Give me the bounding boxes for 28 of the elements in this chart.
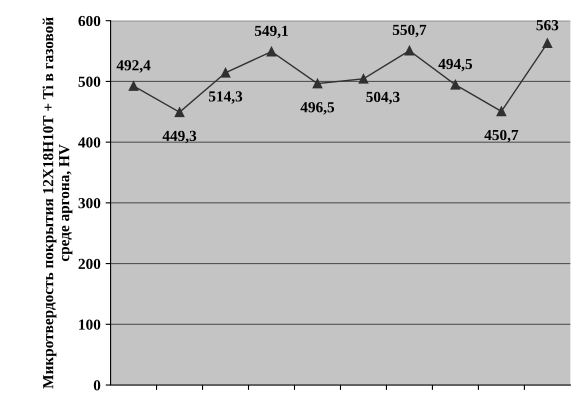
point	[450, 80, 460, 90]
point	[312, 78, 322, 88]
data-label: 494,5	[438, 58, 472, 72]
data-label: 514,3	[208, 91, 242, 104]
data-label: 450,7	[484, 130, 518, 142]
point	[404, 46, 414, 56]
data-label: 550,7	[392, 24, 426, 38]
y-axis-title: Микротвердость покрытия 12Х18Н10Т + Ti в газовой среде аргона, HV	[42, 17, 72, 389]
y-tick-label: 300	[78, 198, 100, 208]
data-label: 549,1	[254, 26, 288, 38]
point	[174, 107, 184, 118]
point	[496, 106, 506, 116]
point	[358, 74, 368, 84]
data-label: 449,3	[162, 130, 196, 144]
y-tick-label: 600	[78, 16, 100, 26]
point	[128, 81, 138, 91]
data-label: 496,5	[300, 102, 334, 115]
y-tick-label: 0	[94, 380, 100, 390]
y-tick-label: 100	[79, 319, 100, 330]
y-tick-label: 500	[78, 76, 100, 87]
y-tick-label: 200	[78, 258, 100, 270]
data-label: 492,4	[116, 60, 150, 73]
data-label: 504,3	[366, 92, 400, 104]
point	[542, 38, 552, 48]
point	[220, 68, 230, 78]
data-label: 563	[536, 20, 558, 30]
point	[266, 46, 276, 56]
y-tick-label: 400	[78, 137, 100, 148]
